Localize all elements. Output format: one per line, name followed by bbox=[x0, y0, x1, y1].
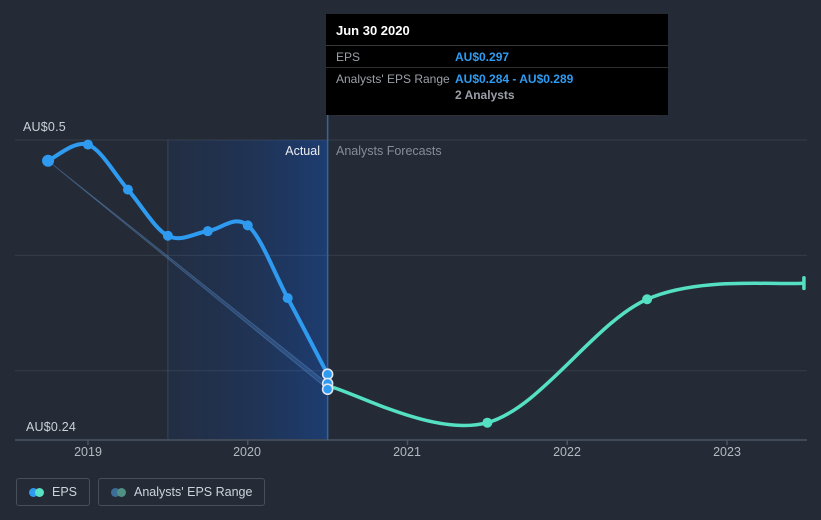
tooltip-bottom-separator bbox=[336, 115, 658, 116]
chart-legend: EPS Analysts' EPS Range bbox=[16, 478, 266, 506]
tooltip-eps-label: EPS bbox=[336, 50, 361, 64]
tooltip-range-value: AU$0.284 - AU$0.289 bbox=[455, 72, 574, 86]
legend-button-eps[interactable]: EPS bbox=[16, 478, 91, 506]
legend-button-analysts-eps-range[interactable]: Analysts' EPS Range bbox=[98, 478, 266, 506]
tooltip-eps-row: EPS AU$0.297 bbox=[326, 46, 668, 68]
x-tick-label-2019: 2019 bbox=[74, 445, 102, 459]
tooltip-range-label: Analysts' EPS Range bbox=[336, 72, 450, 86]
x-tick-label-2021: 2021 bbox=[393, 445, 421, 459]
x-tick-label-2023: 2023 bbox=[713, 445, 741, 459]
actual-zone-label: Actual bbox=[285, 144, 320, 158]
chart-tooltip: Jun 30 2020 EPS AU$0.297 Analysts' EPS R… bbox=[326, 14, 668, 116]
y-axis-label-top: AU$0.5 bbox=[23, 120, 66, 134]
legend-range-label: Analysts' EPS Range bbox=[134, 485, 253, 499]
analysts-range-series-icon bbox=[111, 487, 127, 497]
forecast-zone-label: Analysts Forecasts bbox=[336, 144, 442, 158]
chart-canvas[interactable] bbox=[0, 0, 821, 470]
x-tick-label-2020: 2020 bbox=[233, 445, 261, 459]
tooltip-eps-value: AU$0.297 bbox=[455, 50, 510, 64]
tooltip-analysts-count: 2 Analysts bbox=[455, 88, 515, 102]
tooltip-date: Jun 30 2020 bbox=[326, 14, 668, 46]
legend-eps-label: EPS bbox=[52, 485, 78, 499]
x-tick-label-2022: 2022 bbox=[553, 445, 581, 459]
tooltip-range-row: Analysts' EPS Range AU$0.284 - AU$0.289 … bbox=[326, 68, 668, 105]
y-axis-label-bottom: AU$0.24 bbox=[26, 420, 77, 434]
eps-series-icon bbox=[29, 487, 44, 497]
